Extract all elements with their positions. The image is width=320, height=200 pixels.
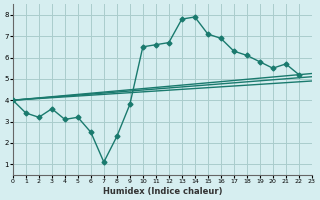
- X-axis label: Humidex (Indice chaleur): Humidex (Indice chaleur): [103, 187, 222, 196]
